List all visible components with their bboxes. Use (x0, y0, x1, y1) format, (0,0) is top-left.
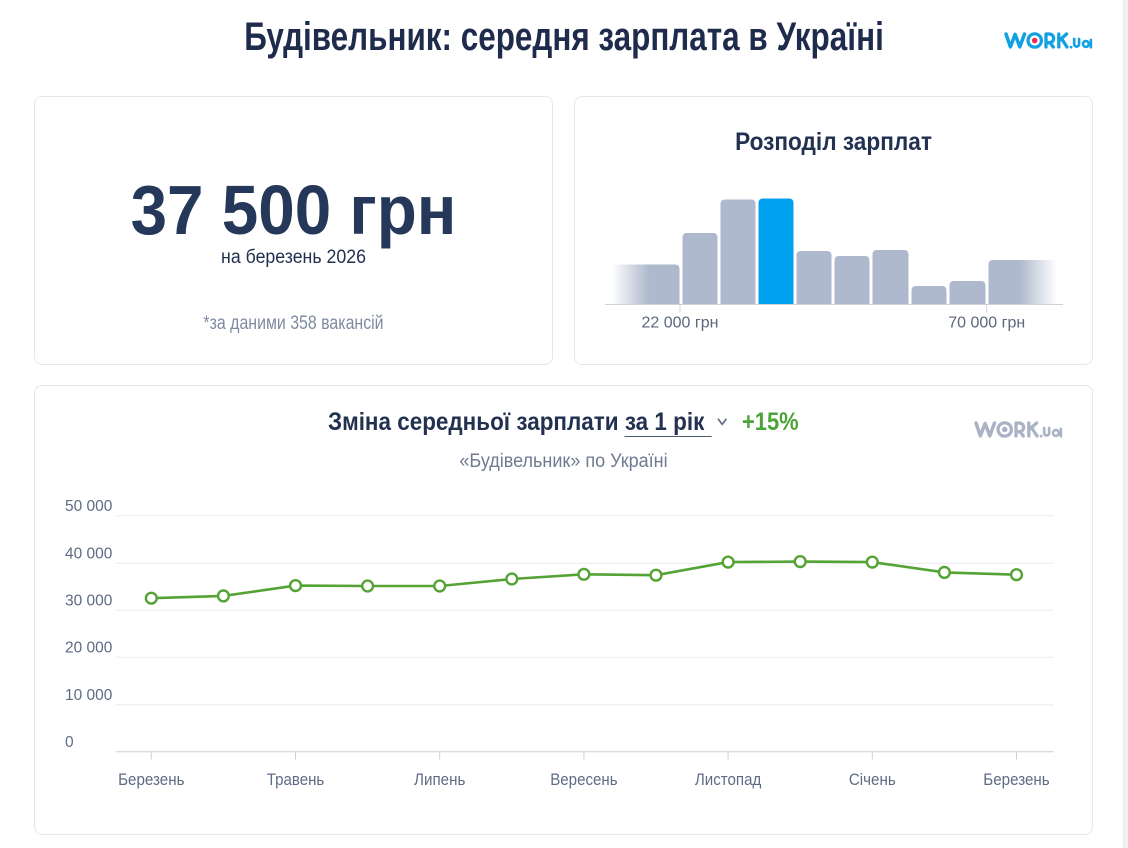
svg-text:10 000: 10 000 (65, 687, 113, 704)
svg-text:70 000 грн: 70 000 грн (948, 315, 1025, 332)
svg-text:50 000: 50 000 (65, 498, 113, 515)
svg-text:Вересень: Вересень (550, 770, 617, 789)
svg-text:30 000: 30 000 (65, 592, 113, 609)
svg-text:40 000: 40 000 (65, 545, 113, 562)
svg-text:Травень: Травень (267, 770, 325, 789)
svg-text:Листопад: Листопад (695, 770, 761, 789)
svg-text:20 000: 20 000 (65, 639, 113, 656)
svg-text:Березень: Березень (118, 770, 185, 789)
svg-text:22 000 грн: 22 000 грн (642, 315, 719, 332)
svg-text:0: 0 (65, 734, 74, 751)
svg-text:Липень: Липень (414, 770, 465, 789)
svg-text:Березень: Березень (983, 770, 1050, 789)
svg-text:Січень: Січень (849, 770, 896, 789)
